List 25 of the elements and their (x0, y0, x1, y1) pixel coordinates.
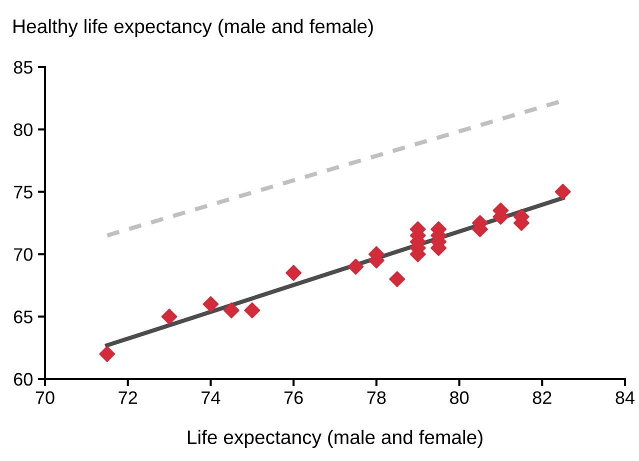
point (554, 184, 571, 200)
y-tick-label: 75 (14, 186, 32, 199)
y-tick-label: 85 (14, 60, 32, 74)
y-tick-label: 80 (14, 123, 32, 136)
y-tick-label: 70 (14, 248, 32, 261)
x-axis-title: Life expectancy (male and female) (188, 430, 482, 448)
x-tick-label: 76 (284, 391, 303, 404)
x-tick-label: 80 (450, 391, 469, 404)
point (389, 271, 406, 288)
y-tick-label: 65 (14, 310, 32, 324)
y-axis-title: Healthy life expectancy (male and female) (14, 18, 373, 38)
point (286, 264, 302, 281)
x-tick-label: 82 (532, 391, 552, 404)
point (99, 346, 116, 362)
x-tick-label: 70 (36, 391, 54, 404)
point (161, 308, 178, 325)
point (202, 296, 219, 312)
point (223, 302, 240, 318)
point (244, 302, 260, 318)
point (348, 258, 364, 275)
x-tick-label: 74 (202, 391, 220, 404)
y-tick-label: 60 (14, 372, 32, 386)
x-tick-label: 84 (616, 391, 635, 404)
x-tick-label: 78 (367, 391, 386, 404)
x-tick-label: 72 (118, 391, 137, 404)
